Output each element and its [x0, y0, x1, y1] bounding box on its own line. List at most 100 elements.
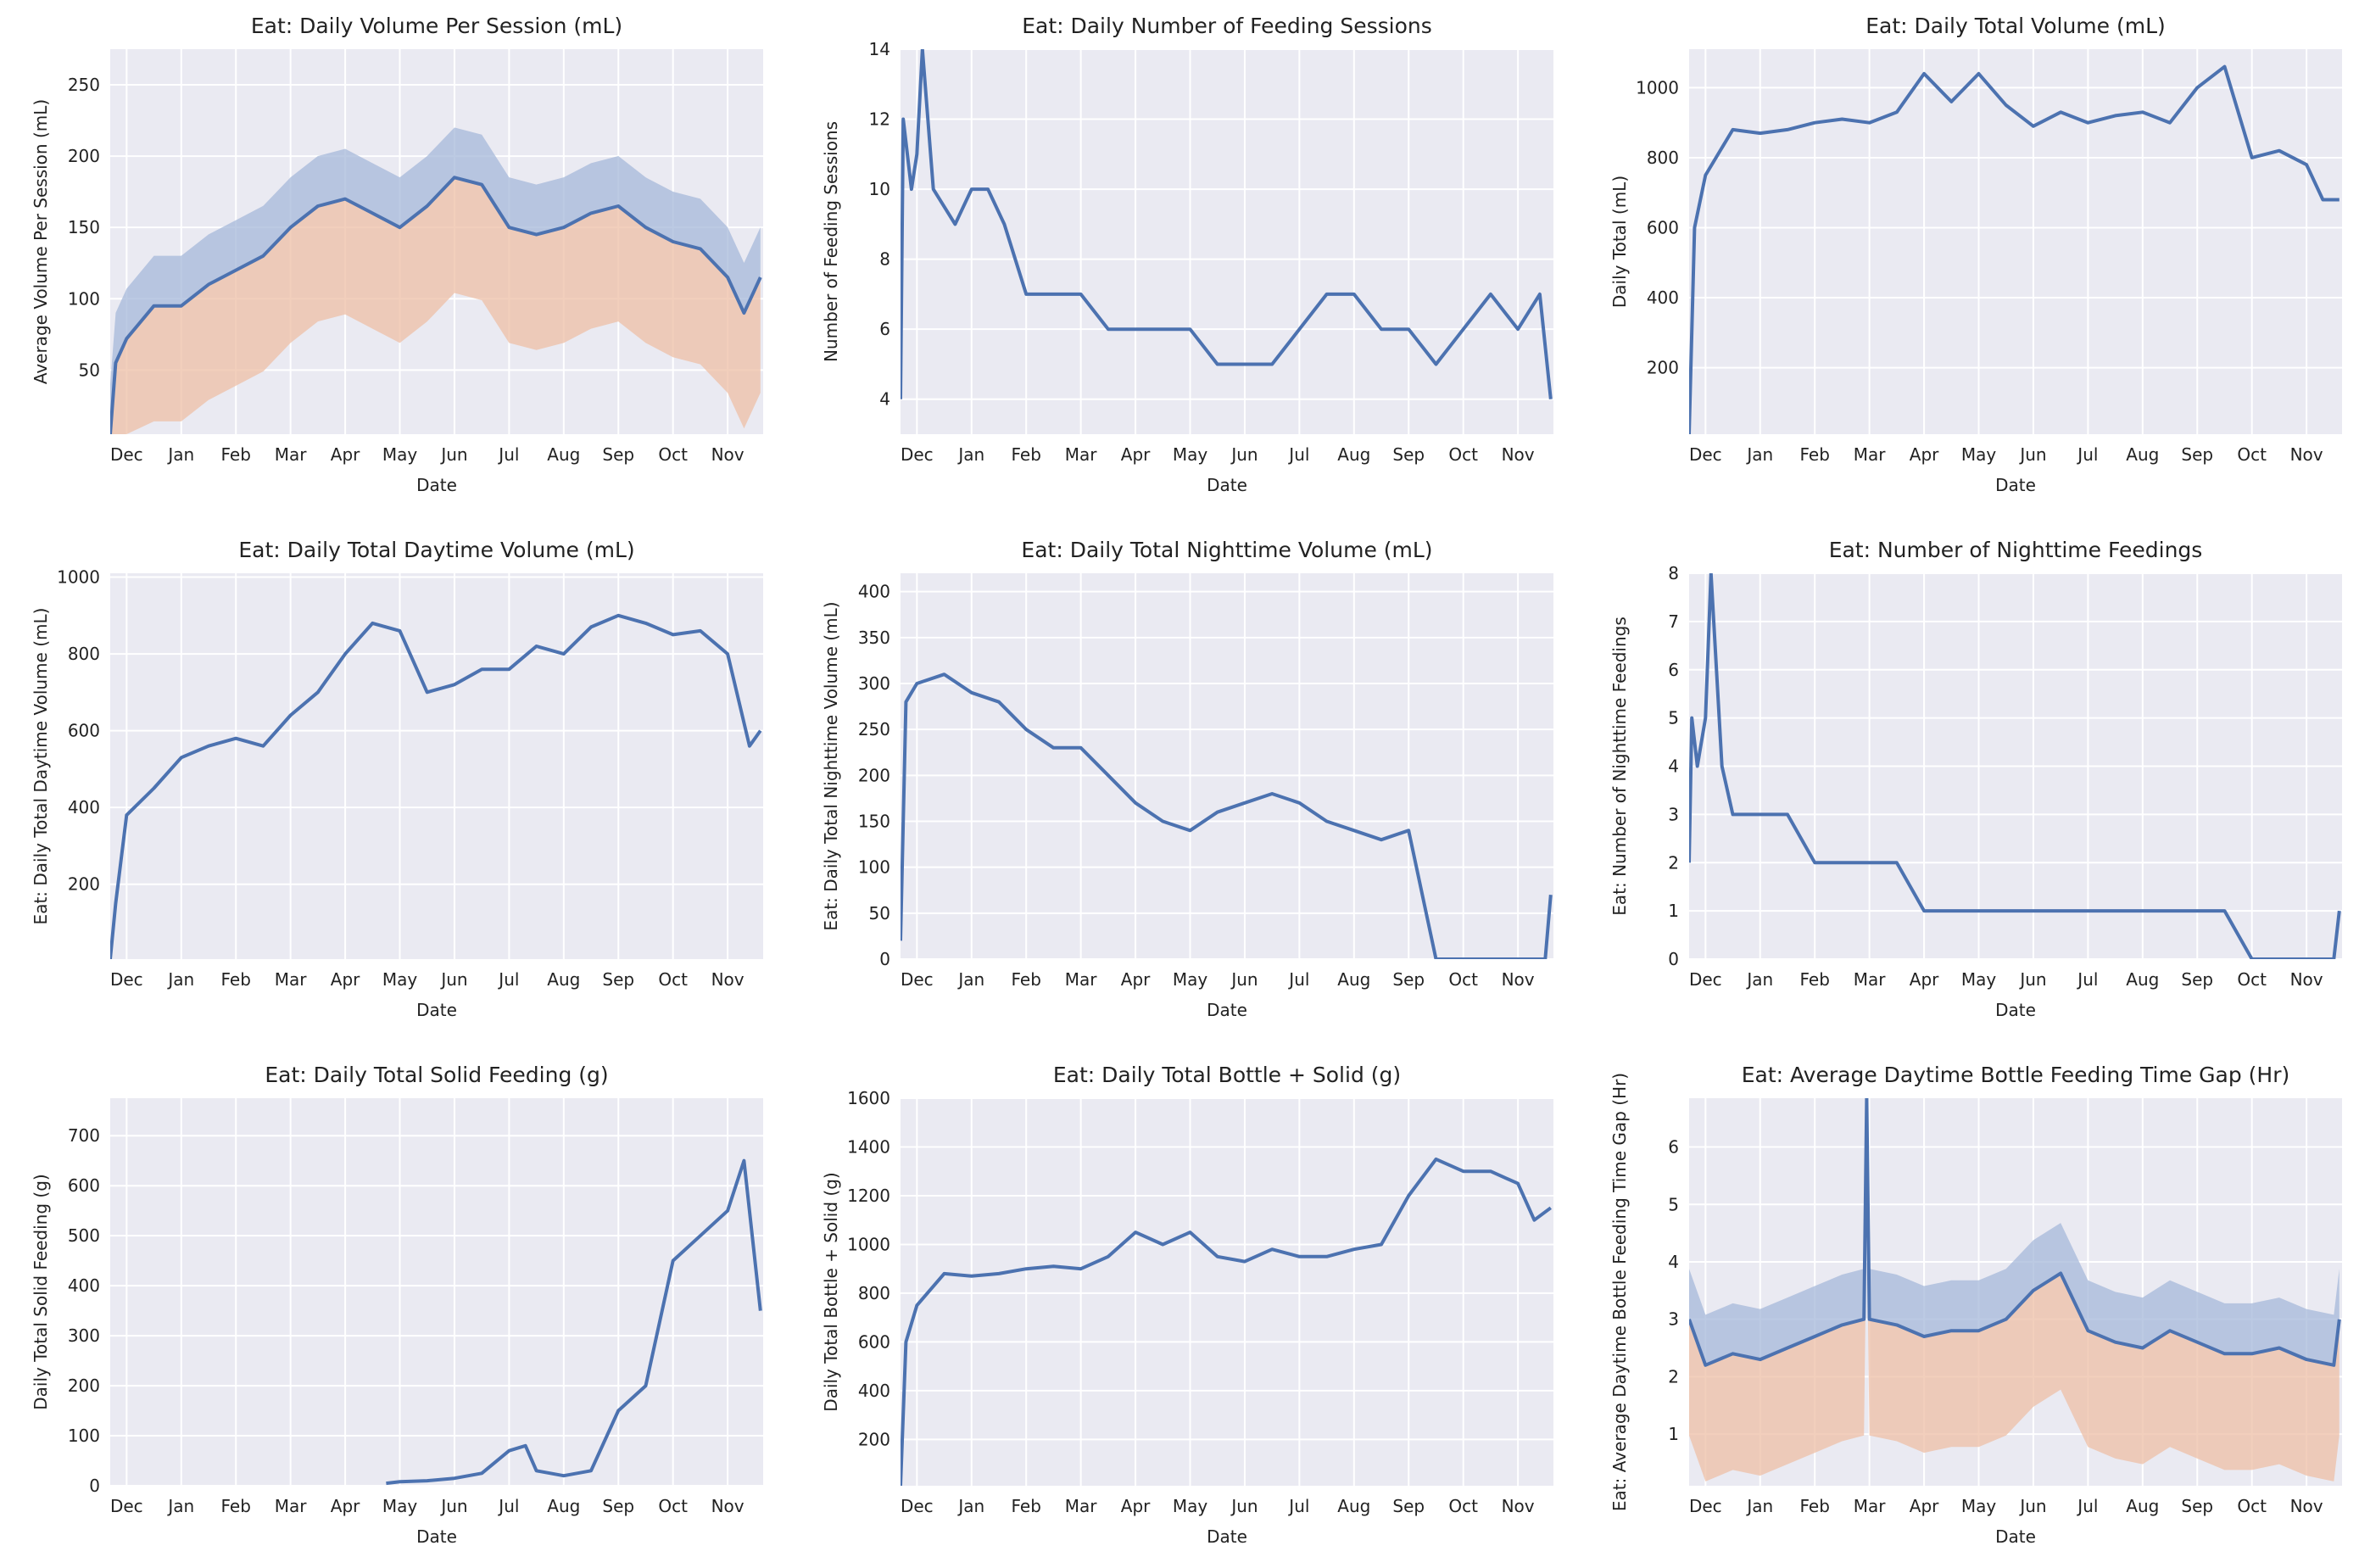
y-axis-label: Daily Total (mL)	[1609, 176, 1630, 308]
chart-title: Eat: Average Daytime Bottle Feeding Time…	[1742, 1063, 2289, 1087]
x-tick-label: Feb	[1799, 1496, 1829, 1516]
x-tick-label: Oct	[2237, 969, 2267, 990]
y-tick-label: 800	[1647, 148, 1679, 168]
x-tick-label: Oct	[658, 969, 688, 990]
x-tick-label: Feb	[1011, 1496, 1040, 1516]
y-tick-label: 0	[879, 949, 890, 969]
y-tick-label: 200	[68, 146, 100, 166]
x-tick-label: Sep	[602, 444, 634, 465]
x-tick-label: Oct	[658, 444, 688, 465]
y-tick-label: 1200	[847, 1186, 890, 1206]
y-tick-label: 8	[1668, 563, 1679, 583]
plot-area	[110, 573, 763, 959]
x-tick-label: Jul	[497, 444, 519, 465]
x-tick-label: Sep	[2181, 1496, 2213, 1516]
y-tick-label: 12	[869, 109, 890, 130]
x-tick-label: Feb	[1011, 444, 1040, 465]
x-tick-label: Apr	[1910, 444, 1939, 465]
chart-title: Eat: Daily Total Daytime Volume (mL)	[238, 538, 634, 562]
series-line	[386, 1158, 762, 1486]
x-tick-label: Jun	[1230, 969, 1258, 990]
y-tick-label: 200	[68, 874, 100, 895]
y-tick-label: 2	[1668, 852, 1679, 873]
x-tick-label: Jul	[1287, 1496, 1309, 1516]
y-tick-label: 8	[879, 249, 890, 270]
y-tick-label: 4	[879, 389, 890, 410]
y-tick-label: 1600	[847, 1088, 890, 1108]
x-tick-label: Oct	[2237, 1496, 2267, 1516]
x-tick-label: Jun	[2018, 1496, 2046, 1516]
chart-1: Dec Jan Feb Mar Apr May Jun Jul Aug Sep Oct Nov 50 10…	[31, 14, 763, 495]
series-line	[110, 176, 762, 434]
x-tick-label: Aug	[2126, 1496, 2159, 1516]
y-tick-label: 800	[858, 1283, 890, 1303]
y-tick-label: 250	[68, 75, 100, 95]
x-axis-label: Date	[416, 1000, 457, 1020]
y-tick-label: 4	[1668, 1252, 1679, 1272]
x-axis-label: Date	[416, 1526, 457, 1547]
x-tick-label: Jun	[439, 444, 467, 465]
x-tick-label: Nov	[1502, 1496, 1535, 1516]
x-tick-label: Nov	[1502, 444, 1535, 465]
x-tick-label: Apr	[1121, 969, 1151, 990]
y-tick-label: 100	[68, 288, 100, 309]
x-tick-label: May	[1961, 1496, 1997, 1516]
x-tick-label: Dec	[110, 969, 143, 990]
chart-title: Eat: Daily Total Volume (mL)	[1865, 14, 2166, 38]
x-tick-label: Nov	[711, 444, 745, 465]
upper-range-band	[1689, 1098, 2339, 1365]
x-tick-label: Dec	[901, 1496, 934, 1516]
x-tick-label: Nov	[2290, 1496, 2323, 1516]
x-tick-label: Apr	[331, 444, 360, 465]
x-tick-label: Mar	[1854, 1496, 1887, 1516]
chart-5: Dec Jan Feb Mar Apr May Jun Jul Aug Sep Oct Nov 0 50 1…	[821, 538, 1553, 1020]
x-axis-label: Date	[1207, 1526, 1247, 1547]
series-line	[1689, 1098, 2341, 1367]
y-tick-label: 0	[1668, 949, 1679, 969]
series-line	[1689, 573, 2341, 959]
x-tick-label: Oct	[1448, 444, 1478, 465]
x-tick-label: Jan	[956, 969, 984, 990]
x-tick-label: Jan	[166, 444, 194, 465]
x-tick-label: Aug	[547, 444, 580, 465]
x-tick-label: Aug	[547, 1496, 580, 1516]
x-tick-label: May	[382, 1496, 418, 1516]
y-tick-label: 3	[1668, 804, 1679, 824]
x-tick-label: May	[1173, 444, 1208, 465]
y-tick-label: 50	[869, 903, 890, 924]
x-axis-label: Date	[1207, 475, 1247, 495]
x-tick-label: Sep	[1392, 1496, 1425, 1516]
lower-range-band	[110, 177, 761, 434]
chart-title: Eat: Daily Total Bottle + Solid (g)	[1053, 1063, 1401, 1087]
y-tick-label: 200	[858, 765, 890, 785]
x-tick-label: Nov	[2290, 969, 2323, 990]
y-tick-label: 1000	[57, 567, 100, 588]
upper-range-band	[110, 127, 761, 434]
plot-area	[901, 49, 1553, 434]
y-tick-label: 50	[79, 360, 100, 380]
y-axis-label: Eat: Average Daytime Bottle Feeding Time…	[1609, 1073, 1630, 1511]
x-tick-label: Mar	[275, 444, 308, 465]
x-tick-label: May	[1173, 969, 1208, 990]
x-tick-label: Jun	[1230, 1496, 1258, 1516]
x-tick-label: Jan	[166, 1496, 194, 1516]
x-tick-label: Jan	[956, 1496, 984, 1516]
y-tick-label: 6	[879, 319, 890, 339]
chart-8: Dec Jan Feb Mar Apr May Jun Jul Aug Sep Oct Nov 200 4…	[821, 1063, 1553, 1547]
y-axis-label: Eat: Daily Total Nighttime Volume (mL)	[821, 601, 841, 930]
x-tick-label: Dec	[110, 1496, 143, 1516]
y-tick-label: 1	[1668, 1424, 1679, 1444]
y-tick-label: 5	[1668, 708, 1679, 728]
x-axis-label: Date	[1995, 475, 2036, 495]
y-tick-label: 200	[858, 1429, 890, 1449]
x-tick-label: Aug	[1337, 969, 1370, 990]
x-tick-label: Jul	[2076, 1496, 2098, 1516]
y-tick-label: 150	[68, 217, 100, 237]
y-tick-label: 1400	[847, 1136, 890, 1157]
x-tick-label: Mar	[1854, 969, 1887, 990]
x-tick-label: Feb	[220, 444, 250, 465]
x-tick-label: Jul	[2076, 969, 2098, 990]
y-tick-label: 600	[858, 1331, 890, 1352]
x-tick-label: Jun	[439, 969, 467, 990]
